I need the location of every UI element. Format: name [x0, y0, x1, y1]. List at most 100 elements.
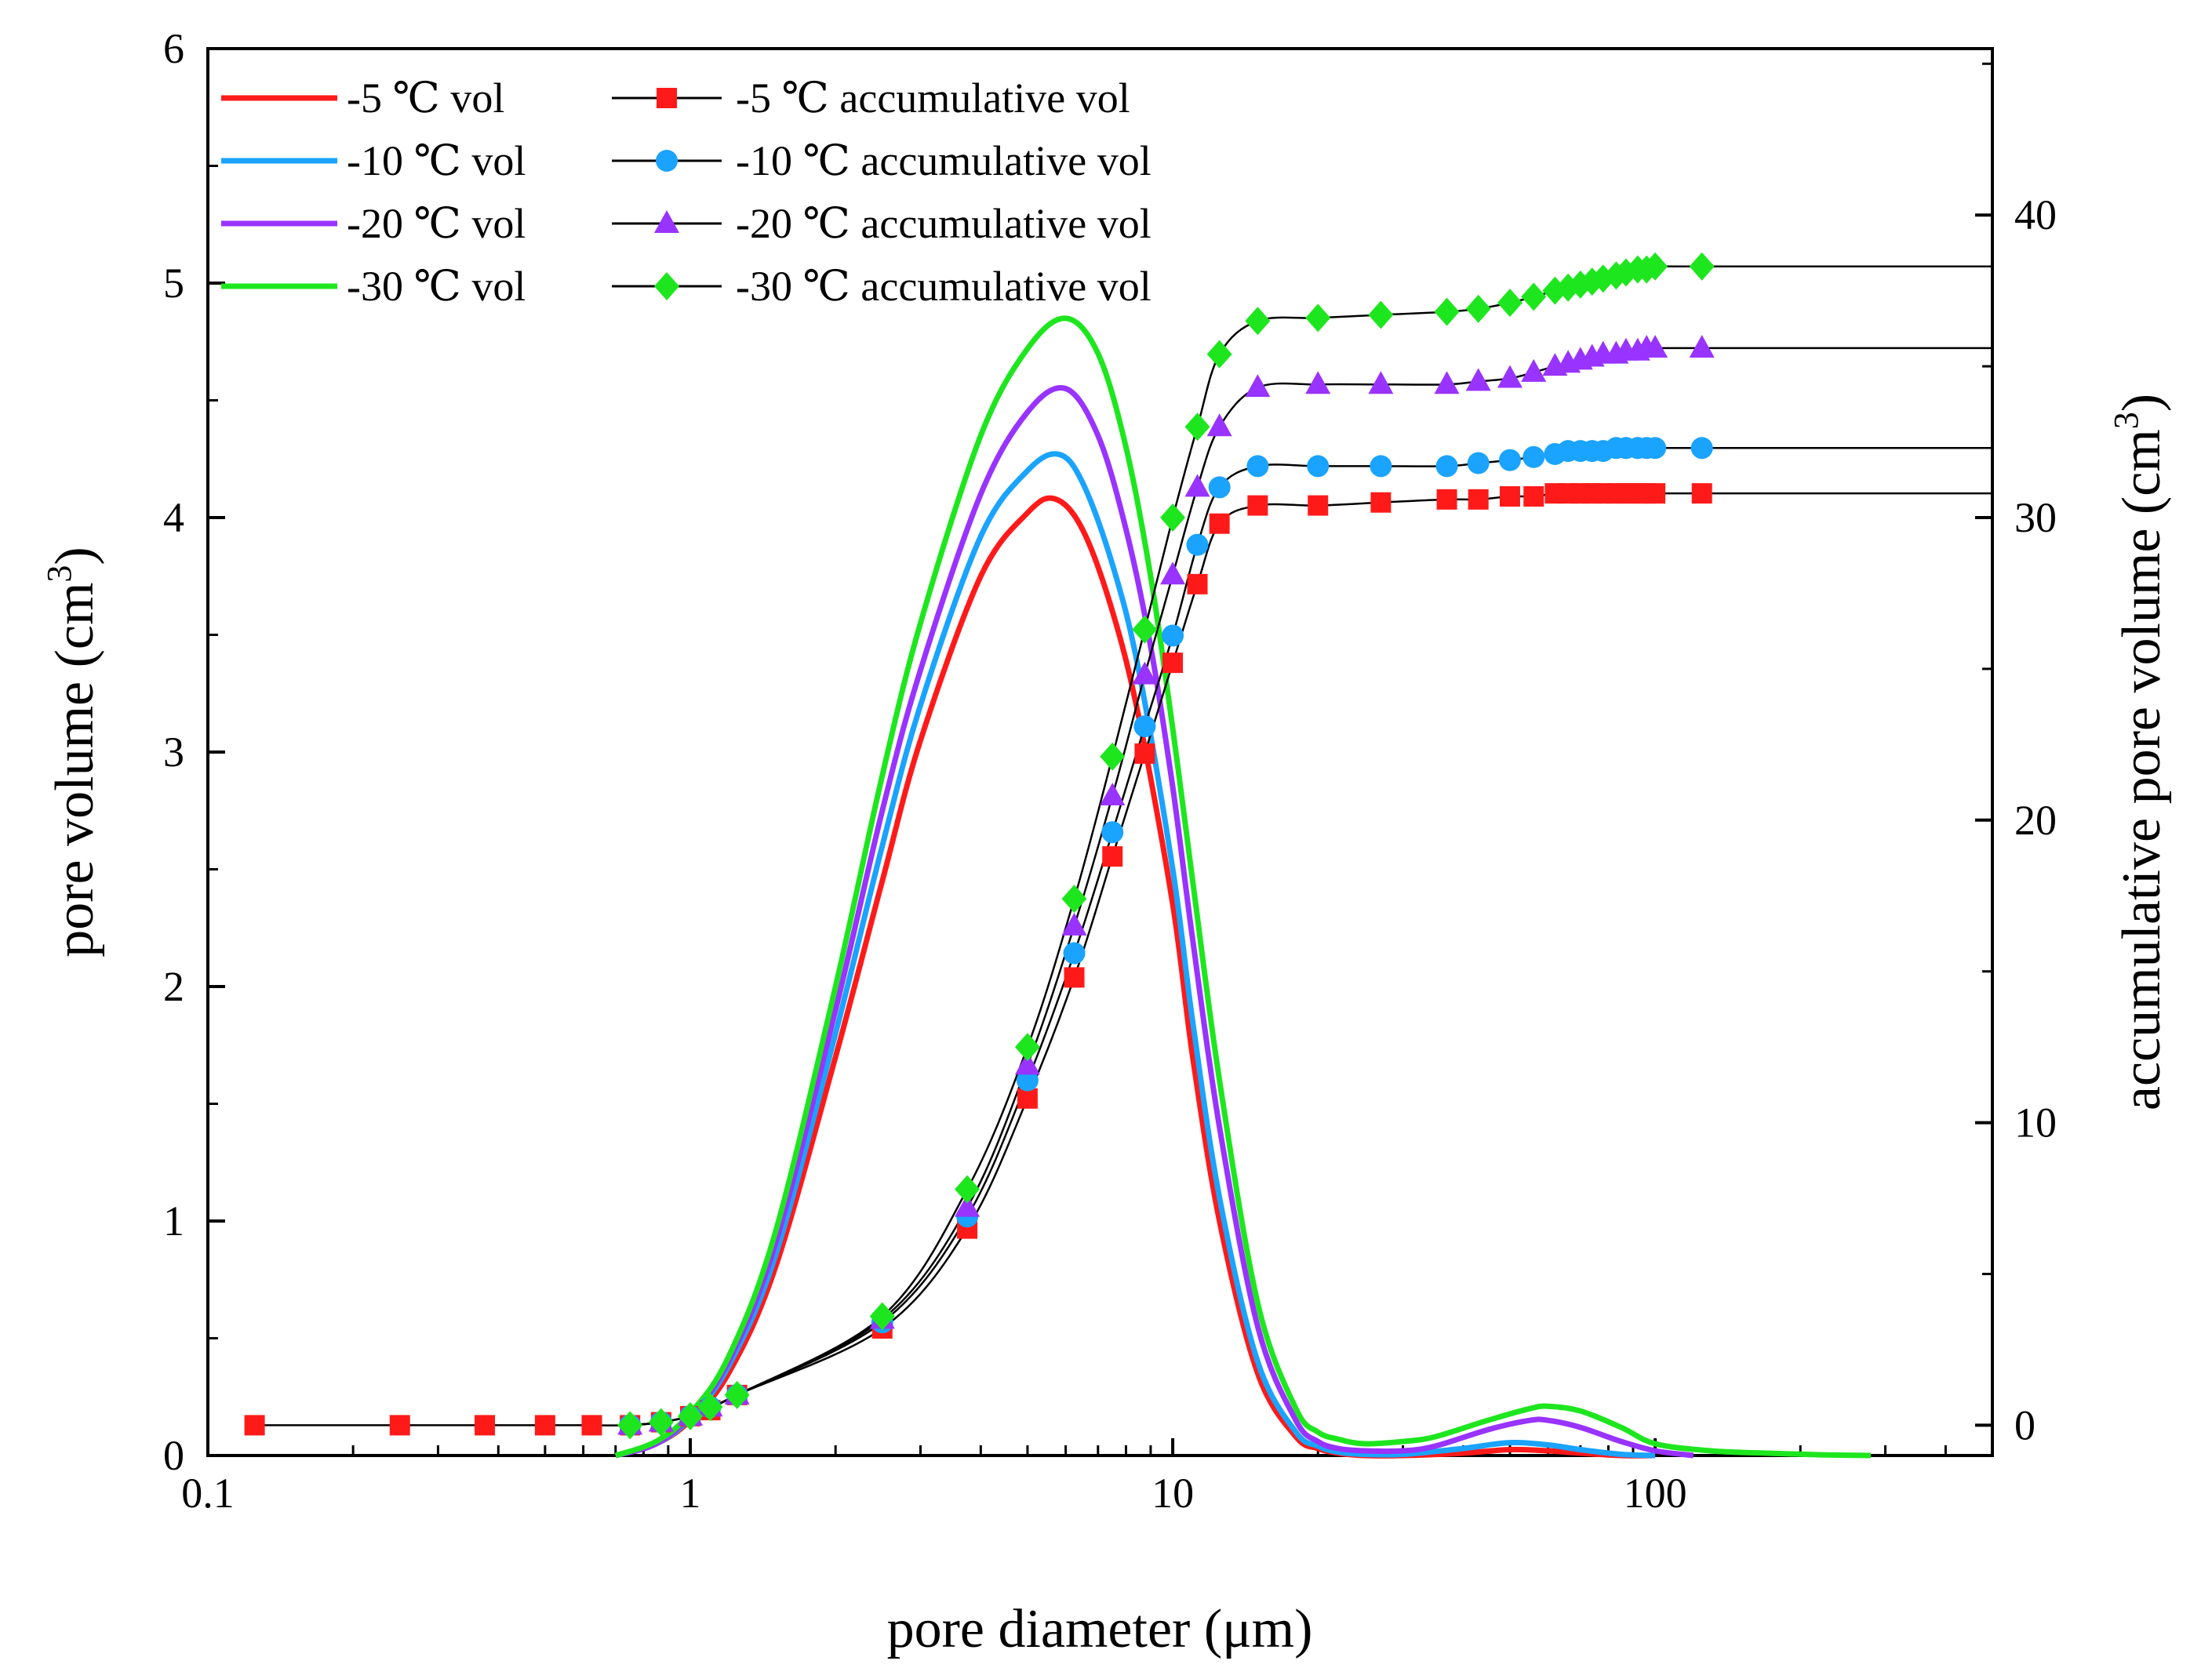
data-point: [869, 1302, 895, 1331]
data-point: [1368, 300, 1394, 329]
data-point: [1132, 615, 1158, 644]
data-point: [1014, 1033, 1040, 1062]
data-point: [1643, 252, 1668, 281]
data-point: [1245, 307, 1271, 336]
data-point: [1100, 782, 1126, 805]
y2-tick-label: 20: [2014, 797, 2057, 844]
data-point: [1368, 371, 1394, 394]
data-point: [1523, 445, 1545, 468]
series-line--10 ℃ vol: [614, 451, 1656, 1459]
y2-tick-label: 0: [2014, 1401, 2036, 1448]
y2-axis-title: accumulative pore volume (cm3): [2107, 394, 2172, 1110]
data-point: [1498, 449, 1521, 471]
series-connector--30 ℃ accumulative vol: [630, 265, 1992, 1426]
data-point: [1435, 455, 1458, 478]
legend-marker: [656, 150, 678, 172]
data-point: [1016, 1069, 1039, 1092]
data-point: [955, 1194, 980, 1217]
y-tick-label: 4: [163, 494, 184, 541]
data-point: [1467, 452, 1490, 474]
data-point: [475, 1415, 496, 1436]
y-tick-label: 0: [163, 1432, 184, 1479]
x-tick-label: 10: [1151, 1470, 1194, 1517]
data-point: [1370, 455, 1392, 478]
data-point: [1308, 495, 1329, 516]
data-point: [1209, 513, 1230, 534]
data-point: [1102, 846, 1123, 867]
data-point: [1644, 437, 1667, 460]
data-point: [244, 1415, 265, 1436]
series-markers: [244, 252, 1715, 1440]
data-point: [1645, 483, 1666, 504]
data-point: [1061, 885, 1087, 914]
legend-label: -30 ℃ accumulative vol: [736, 263, 1151, 310]
data-point: [1132, 661, 1158, 685]
y-axis-title: pore volume (cm3): [40, 547, 105, 958]
data-point: [1246, 455, 1269, 478]
y-tick-label: 1: [163, 1197, 184, 1245]
y2-tick-label: 10: [2014, 1099, 2057, 1147]
data-point: [1247, 495, 1268, 516]
data-point: [1521, 358, 1547, 382]
series-line--30 ℃ vol: [614, 315, 1872, 1459]
data-point: [1468, 489, 1489, 510]
legend-label: -30 ℃ vol: [347, 263, 526, 310]
legend-label: -10 ℃ accumulative vol: [736, 137, 1151, 184]
data-point: [1689, 252, 1715, 281]
legend-label: -20 ℃ accumulative vol: [736, 200, 1151, 247]
legend-label: -5 ℃ vol: [347, 75, 504, 122]
y-tick-label: 6: [163, 25, 184, 72]
data-point: [955, 1175, 980, 1204]
data-point: [1465, 294, 1491, 323]
x-tick-label: 1: [680, 1470, 701, 1517]
y-tick-label: 2: [163, 963, 184, 1010]
data-point: [678, 1401, 704, 1430]
legend: -5 ℃ vol -10 ℃ vol -20 ℃ vol -30 ℃ vol -5 ℃ …: [221, 75, 1151, 310]
y-axis-title-close: ): [45, 547, 105, 565]
data-point: [1063, 942, 1086, 965]
data-point: [1160, 561, 1186, 585]
data-point: [1691, 483, 1712, 504]
y2-axis-title-text: accumulative pore volume (cm: [2112, 429, 2172, 1110]
data-point: [1434, 297, 1460, 326]
data-point: [1434, 371, 1460, 394]
data-point: [1184, 474, 1210, 497]
y-tick-label: 5: [163, 260, 184, 307]
data-point: [1206, 340, 1232, 369]
data-point: [1689, 334, 1715, 358]
data-point: [1206, 413, 1232, 437]
series-connector--5 ℃ accumulative vol: [254, 492, 1992, 1426]
legend-label: -20 ℃ vol: [347, 200, 526, 247]
data-point: [1307, 455, 1330, 478]
data-point: [1499, 485, 1520, 507]
y2-axis-title-superscript: 3: [2107, 412, 2145, 429]
legend-label: -5 ℃ accumulative vol: [736, 75, 1130, 122]
legend-marker: [657, 88, 677, 108]
y-tick-label: 3: [163, 729, 184, 776]
data-point: [1014, 1052, 1040, 1075]
data-point: [724, 1380, 750, 1409]
y2-axis-title-close: ): [2112, 394, 2172, 412]
data-point: [1133, 715, 1156, 738]
data-point: [1436, 489, 1457, 510]
data-point: [581, 1415, 602, 1436]
data-point: [1305, 303, 1331, 333]
legend-marker: [654, 272, 679, 300]
plot-frame: [206, 47, 1994, 1457]
data-point: [1100, 742, 1126, 771]
data-point: [1245, 374, 1271, 398]
y-axis-title-superscript: 3: [40, 565, 78, 583]
data-point: [1690, 437, 1713, 460]
data-point: [1497, 289, 1523, 318]
data-point: [1208, 476, 1231, 499]
data-point: [1061, 912, 1087, 936]
x-axis-title: pore diameter (μm): [887, 1599, 1313, 1659]
data-point: [1160, 503, 1186, 532]
y-axis-title-text: pore volume (cm: [45, 583, 105, 958]
data-point: [1305, 371, 1331, 394]
data-point: [534, 1415, 555, 1436]
y2-tick-label: 30: [2014, 494, 2057, 541]
data-point: [1162, 624, 1184, 647]
data-point: [1521, 282, 1547, 311]
